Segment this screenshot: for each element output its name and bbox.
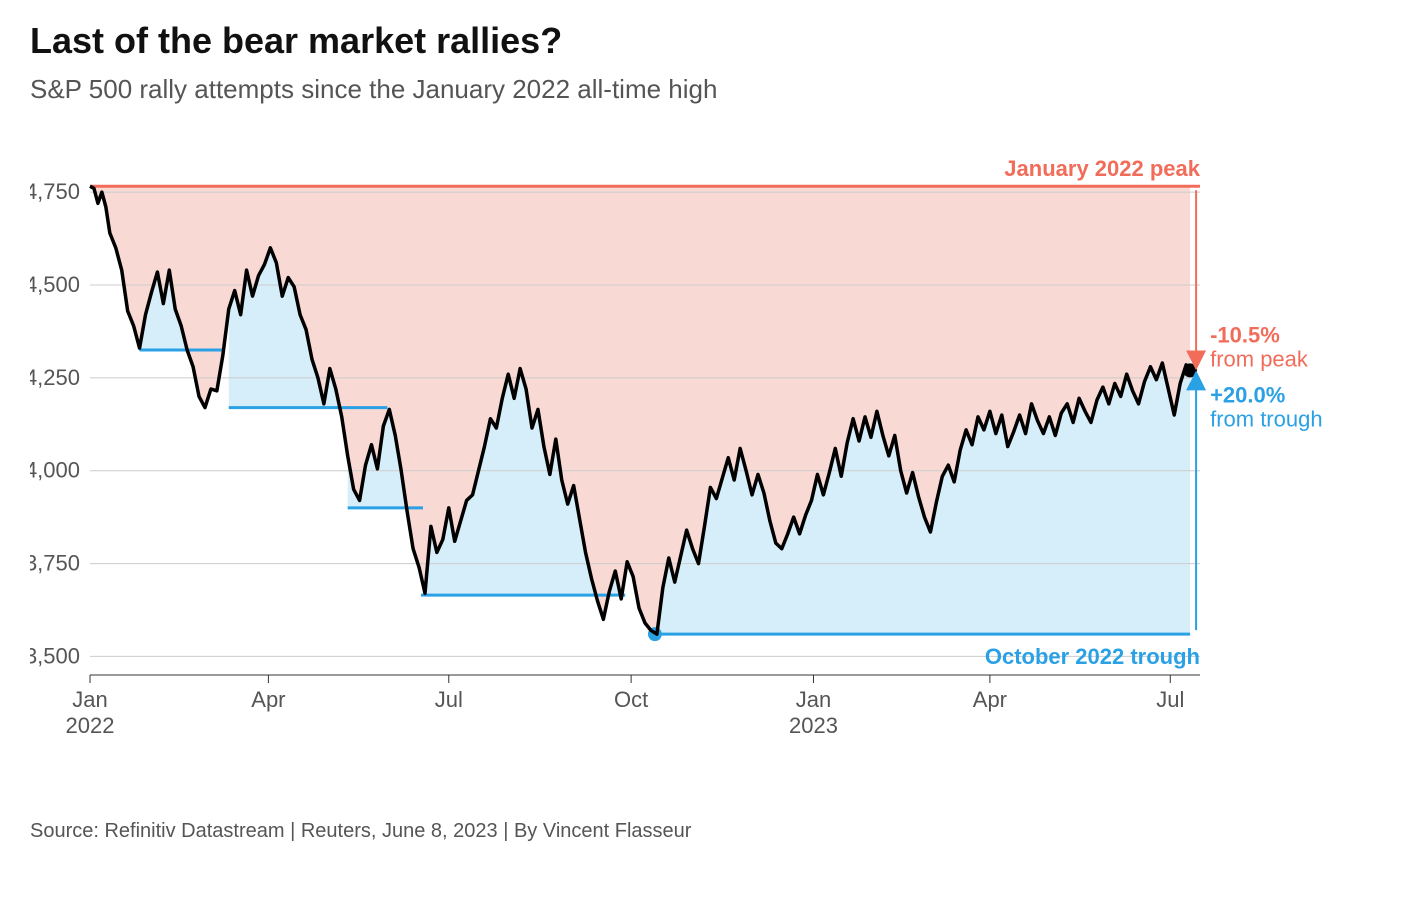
x-tick-label: Apr [973, 687, 1007, 712]
peak-pct-sub: from peak [1210, 346, 1309, 371]
chart-subtitle: S&P 500 rally attempts since the January… [30, 74, 1390, 105]
trough-label: October 2022 trough [985, 644, 1200, 669]
chart-source: Source: Refinitiv Datastream | Reuters, … [30, 820, 1390, 843]
sp500-chart: 3,500 3,750 4,000 4,250 4,500 4,750 January 20… [30, 125, 1370, 765]
x-tick-label: Jul [1156, 687, 1184, 712]
y-tick-label: 4,500 [30, 272, 80, 297]
x-tick-year: 2023 [789, 713, 838, 738]
y-tick-label: 3,750 [30, 551, 80, 576]
x-tick-label: Jan [796, 687, 831, 712]
x-tick-label: Jul [435, 687, 463, 712]
trough-pct: +20.0% [1210, 382, 1285, 407]
trough-pct-sub: from trough [1210, 406, 1323, 431]
endpoint-dot [1183, 363, 1197, 377]
x-tick-label: Oct [614, 687, 648, 712]
peak-pct: -10.5% [1210, 322, 1280, 347]
x-tick-year: 2022 [66, 713, 115, 738]
y-tick-label: 4,750 [30, 179, 80, 204]
y-tick-label: 3,500 [30, 643, 80, 668]
chart-title: Last of the bear market rallies? [30, 20, 1390, 62]
x-tick-label: Apr [251, 687, 285, 712]
y-tick-label: 4,250 [30, 365, 80, 390]
y-tick-label: 4,000 [30, 458, 80, 483]
x-tick-label: Jan [72, 687, 107, 712]
peak-label: January 2022 peak [1004, 156, 1200, 181]
